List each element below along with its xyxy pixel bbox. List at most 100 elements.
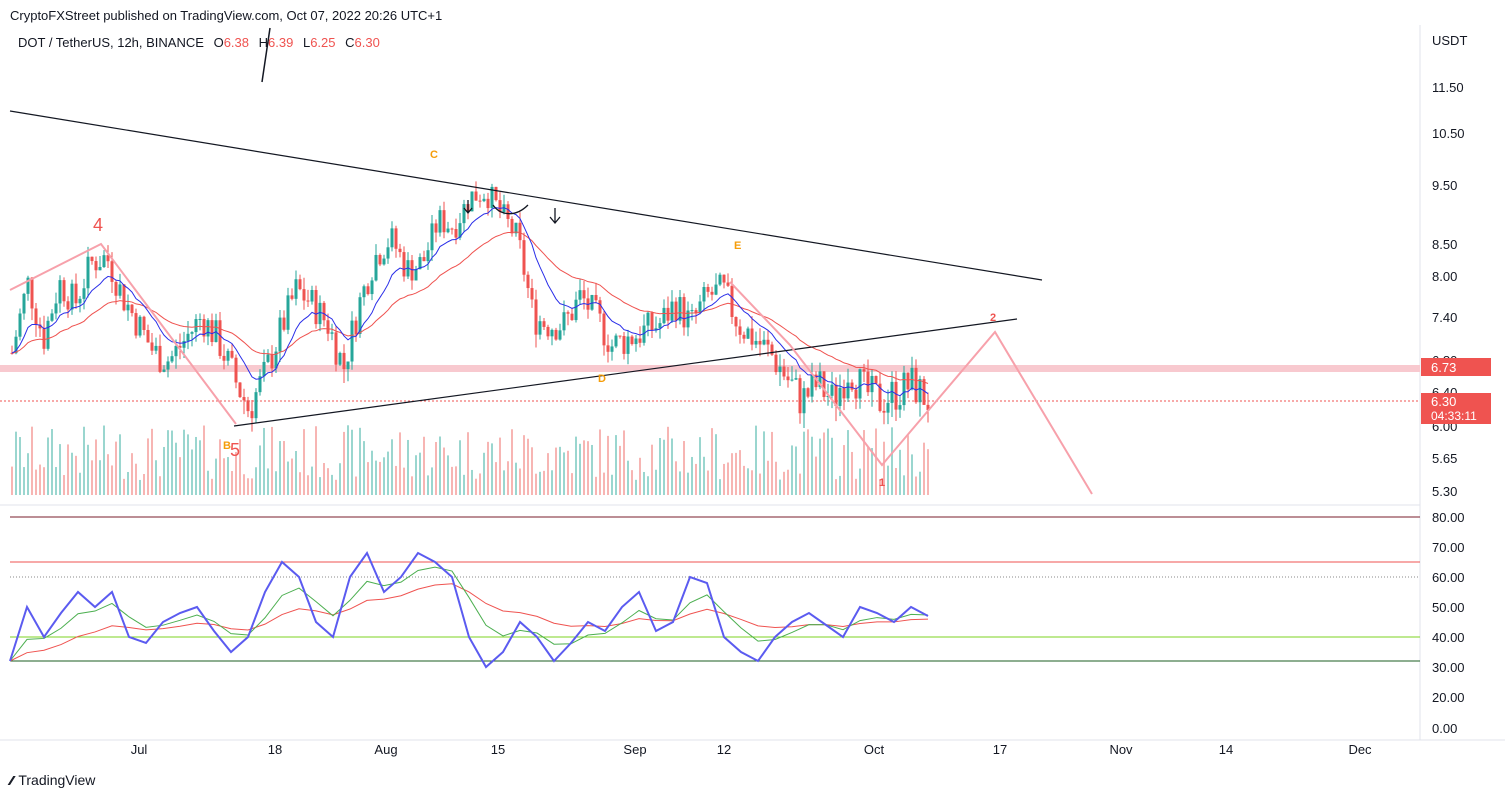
candle-body — [878, 383, 882, 411]
candle-body — [854, 389, 858, 399]
volume-bar — [323, 463, 325, 495]
volume-bar — [519, 468, 521, 495]
price-tick-label: 5.65 — [1432, 451, 1457, 466]
volume-bar — [375, 460, 377, 495]
volume-bar — [875, 428, 877, 495]
candle-body — [498, 200, 502, 212]
candle-body — [162, 369, 166, 372]
countdown-text: 04:33:11 — [1431, 409, 1477, 423]
volume-bar — [111, 465, 113, 495]
volume-bar — [647, 476, 649, 495]
volume-bar — [95, 439, 97, 495]
candle-body — [642, 325, 646, 343]
volume-bar — [707, 470, 709, 495]
volume-bar — [539, 471, 541, 495]
candle-body — [318, 302, 322, 325]
candle-body — [830, 384, 834, 396]
candle-body — [342, 352, 346, 370]
candle-body — [730, 285, 734, 317]
volume-bar — [259, 445, 261, 495]
volume-bar — [351, 429, 353, 495]
candle-body — [678, 297, 682, 321]
candle-body — [874, 375, 878, 384]
volume-bar — [687, 472, 689, 495]
candle-body — [98, 267, 102, 271]
tradingview-footer[interactable]: ⁄⁄ TradingView — [10, 772, 95, 788]
candle-body — [302, 289, 306, 301]
level-price-tag — [1421, 358, 1491, 376]
candle-body — [338, 352, 342, 365]
volume-bar — [403, 467, 405, 495]
candle-body — [902, 372, 906, 406]
rsi-tick-label: 70.00 — [1432, 540, 1465, 555]
volume-bar — [531, 447, 533, 495]
volume-bar — [779, 479, 781, 495]
upper-trendline[interactable] — [9, 110, 1043, 281]
time-axis: Jul 18 Aug 15 Sep 12 Oct 17 Nov 14 Dec — [131, 742, 1372, 757]
candle-body — [174, 345, 178, 357]
candle-body — [574, 299, 578, 321]
candle-body — [402, 252, 406, 277]
candle-body — [226, 350, 230, 361]
candle-body — [250, 411, 254, 419]
volume-bar — [339, 463, 341, 495]
volume-bar — [547, 453, 549, 495]
candle-body — [10, 352, 14, 354]
candle-body — [758, 340, 762, 345]
candle-body — [394, 228, 398, 249]
candle-body — [850, 382, 854, 390]
volume-bar — [387, 451, 389, 495]
volume-bar — [35, 469, 37, 495]
rsi-tick-label: 40.00 — [1432, 630, 1465, 645]
candle-body — [438, 210, 442, 233]
candle-body — [122, 284, 126, 311]
volume-bar — [799, 473, 801, 495]
volume-bar — [703, 456, 705, 495]
volume-bar — [367, 462, 369, 495]
candle-body — [658, 323, 662, 329]
wave-label-e: E — [734, 240, 741, 252]
candle-body — [238, 382, 242, 398]
candle-body — [606, 345, 610, 352]
volume-bar — [147, 438, 149, 495]
volume-bar — [891, 427, 893, 495]
volume-bar — [655, 469, 657, 495]
open-value: 6.38 — [223, 35, 249, 50]
volume-bar — [215, 458, 217, 495]
volume-bar — [691, 456, 693, 495]
candle-body — [66, 301, 70, 310]
candle-body — [822, 371, 826, 398]
candle-body — [278, 317, 282, 352]
lower-trendline[interactable] — [233, 318, 1018, 427]
volume-bar — [851, 451, 853, 495]
volume-bar — [379, 461, 381, 495]
volume-bar — [699, 437, 701, 495]
candle-body — [442, 210, 446, 233]
volume-bar — [503, 470, 505, 495]
candle-body — [794, 378, 798, 380]
volume-bar — [827, 428, 829, 495]
candle-body — [454, 229, 458, 238]
volume-bar — [915, 476, 917, 495]
volume-bar — [195, 436, 197, 495]
symbol-name: DOT / TetherUS, 12h, BINANCE — [18, 35, 204, 50]
volume-bar — [183, 429, 185, 495]
volume-bar — [127, 471, 129, 495]
volume-bar — [139, 479, 141, 495]
volume-bar — [863, 430, 865, 495]
candle-body — [418, 257, 422, 270]
candle-body — [186, 333, 190, 341]
wave-label-4: 4 — [93, 215, 103, 235]
volume-bar — [463, 474, 465, 495]
candle-body — [106, 255, 110, 262]
wave-label-d: D — [598, 373, 606, 385]
candle-body — [50, 313, 54, 321]
volume-bar — [671, 438, 673, 495]
volume-bar — [595, 476, 597, 495]
volume-bar — [659, 438, 661, 495]
volume-bar — [643, 471, 645, 495]
support-zone — [0, 365, 1420, 372]
volume-bar — [923, 442, 925, 495]
volume-bar — [87, 444, 89, 495]
